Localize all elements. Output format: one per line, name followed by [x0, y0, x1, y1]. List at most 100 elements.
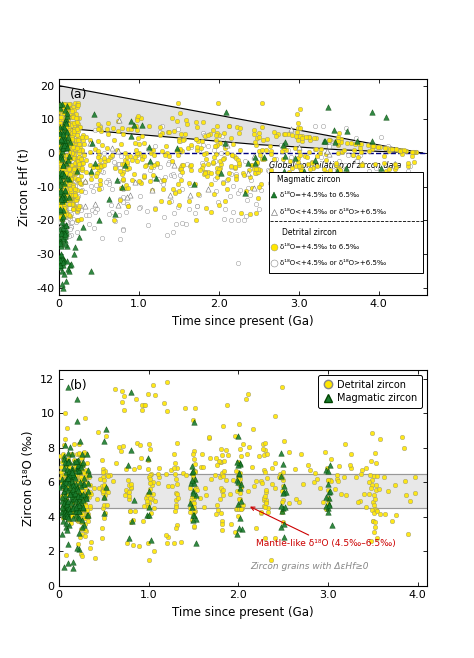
Point [68, 159, 75, 169]
Point [62, 509, 69, 520]
Point [66, 190, 74, 200]
Point [62, 195, 70, 205]
Point [236, 467, 243, 478]
Point [107, 199, 115, 210]
Point [250, 129, 257, 139]
Point [295, 130, 302, 141]
Point [119, 224, 127, 234]
Point [261, 449, 268, 460]
Point [294, 157, 302, 167]
Point [60, 498, 67, 509]
Point [77, 154, 85, 164]
Point [319, 186, 327, 196]
Point [227, 519, 235, 530]
Point [128, 131, 135, 141]
Point [249, 183, 256, 193]
Point [298, 133, 305, 143]
Point [60, 561, 67, 572]
Point [358, 159, 365, 169]
Point [324, 502, 332, 513]
Point [99, 167, 106, 178]
Point [60, 269, 68, 280]
Point [246, 190, 254, 200]
Point [214, 505, 221, 515]
Point [386, 143, 394, 154]
Point [67, 152, 74, 163]
Point [58, 170, 66, 181]
Point [75, 157, 83, 167]
Point [115, 159, 123, 170]
Point [59, 143, 67, 153]
Point [371, 173, 379, 184]
Point [325, 486, 333, 497]
Point [60, 177, 67, 188]
Point [62, 510, 70, 520]
Point [157, 195, 165, 206]
Point [172, 502, 179, 513]
Point [245, 486, 252, 497]
Point [60, 99, 67, 109]
Point [73, 197, 80, 207]
Point [72, 484, 79, 495]
Point [64, 158, 72, 168]
Point [66, 174, 73, 184]
Point [61, 193, 69, 204]
Point [272, 457, 279, 468]
Point [274, 128, 282, 139]
Point [220, 128, 228, 138]
Point [59, 259, 66, 270]
Point [65, 478, 73, 488]
Point [250, 163, 257, 174]
Point [117, 151, 125, 161]
Point [187, 478, 194, 488]
Point [61, 235, 69, 245]
Point [100, 500, 108, 511]
Point [333, 157, 340, 168]
Point [154, 478, 162, 488]
Point [58, 266, 65, 276]
Point [147, 162, 155, 172]
Point [58, 470, 66, 481]
Point [68, 132, 76, 143]
Point [57, 191, 65, 202]
Point [232, 153, 240, 164]
Point [335, 191, 343, 201]
Point [64, 218, 71, 229]
Point [65, 210, 73, 220]
Point [63, 151, 70, 161]
Point [182, 115, 190, 126]
Point [383, 143, 391, 153]
Point [59, 213, 66, 224]
Point [69, 480, 76, 490]
Point [121, 159, 128, 170]
Point [62, 133, 70, 143]
Point [66, 125, 73, 136]
Point [372, 186, 379, 196]
Point [343, 125, 350, 136]
Point [83, 505, 91, 516]
Point [65, 449, 73, 460]
Point [73, 99, 81, 110]
Point [65, 503, 73, 513]
Point [297, 166, 304, 176]
Point [127, 517, 135, 528]
Point [65, 469, 73, 480]
Point [74, 514, 82, 524]
Point [104, 174, 112, 185]
Point [82, 493, 90, 503]
Point [390, 188, 397, 199]
Point [57, 193, 64, 204]
Point [72, 157, 80, 167]
Point [236, 523, 243, 534]
Point [101, 490, 109, 500]
Point [280, 459, 287, 469]
Point [370, 176, 378, 186]
Point [334, 138, 342, 149]
Point [64, 180, 72, 190]
Point [149, 145, 157, 156]
Point [68, 160, 76, 170]
Point [267, 555, 275, 565]
Point [223, 399, 230, 410]
Point [98, 140, 105, 151]
Point [73, 109, 80, 120]
